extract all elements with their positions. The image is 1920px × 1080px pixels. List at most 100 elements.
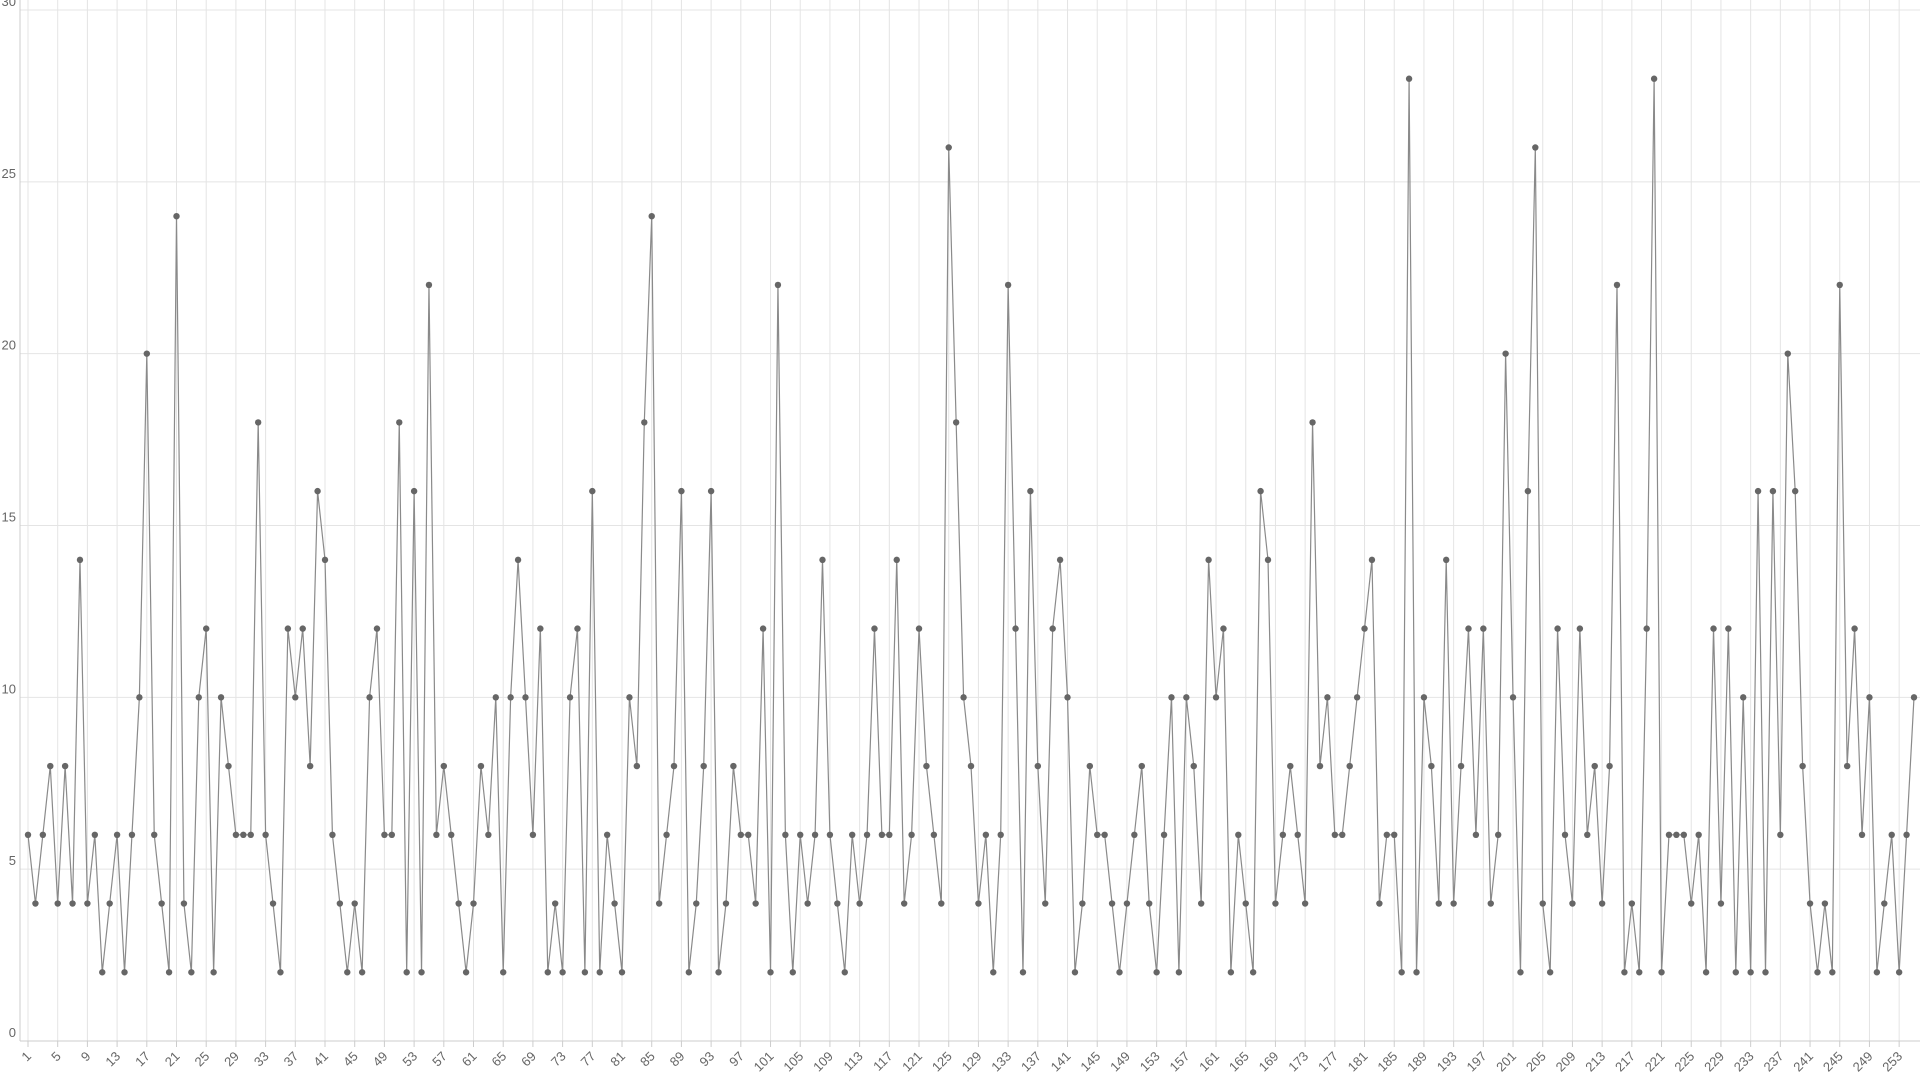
point (299, 625, 306, 632)
x-tick-label: 53 (399, 1049, 420, 1070)
point (514, 556, 522, 564)
point (1881, 900, 1888, 907)
point (819, 556, 826, 564)
point (1910, 694, 1918, 701)
y-tick-label: 5 (9, 853, 16, 868)
x-tick-label: 221 (1642, 1049, 1668, 1075)
x-tick-label: 241 (1790, 1049, 1816, 1075)
point (774, 281, 782, 289)
x-tick-label: 149 (1107, 1049, 1133, 1075)
point (990, 969, 997, 976)
point (1086, 762, 1094, 770)
point (759, 625, 767, 632)
point (113, 831, 121, 838)
point (1702, 969, 1710, 976)
point (232, 831, 240, 838)
point (782, 831, 789, 838)
x-tick-label: 201 (1493, 1049, 1519, 1075)
point (344, 969, 351, 976)
point (700, 762, 707, 770)
point (306, 762, 314, 770)
point (1316, 762, 1324, 770)
point (1465, 625, 1472, 632)
point (997, 831, 1004, 838)
point (470, 900, 477, 907)
x-tick-label: 225 (1671, 1049, 1697, 1075)
point (1368, 556, 1376, 564)
x-tick-label: 169 (1256, 1049, 1282, 1075)
point (433, 831, 440, 838)
point (1175, 969, 1183, 976)
point (1353, 694, 1361, 701)
x-tick-label: 89 (667, 1049, 688, 1070)
point (730, 762, 737, 770)
x-tick-label: 245 (1820, 1049, 1846, 1075)
point (871, 625, 878, 632)
point (1227, 969, 1235, 976)
point (537, 625, 544, 632)
point (863, 831, 871, 838)
point (663, 831, 670, 838)
x-tick-label: 161 (1196, 1049, 1222, 1075)
point (358, 969, 366, 976)
point (737, 831, 745, 838)
point (284, 625, 292, 632)
point (908, 831, 915, 838)
point (1160, 831, 1168, 838)
x-tick-label: 229 (1701, 1049, 1727, 1075)
point (128, 831, 136, 838)
x-tick-label: 193 (1434, 1049, 1460, 1075)
point (945, 144, 952, 151)
x-tick-label: 93 (696, 1049, 717, 1070)
y-tick-label: 30 (2, 0, 16, 9)
point (1324, 694, 1331, 701)
point (1851, 625, 1858, 632)
point (1443, 556, 1450, 564)
point (1183, 694, 1190, 701)
point (1836, 281, 1843, 289)
point (1420, 694, 1428, 701)
point (351, 900, 358, 907)
point (1843, 762, 1851, 770)
point (121, 969, 128, 976)
point (589, 487, 596, 495)
point (1079, 900, 1086, 907)
x-tick-label: 13 (102, 1049, 123, 1070)
x-tick-label: 237 (1761, 1049, 1787, 1075)
point (1613, 281, 1621, 289)
point (1242, 900, 1249, 907)
y-tick-label: 10 (2, 681, 16, 696)
x-tick-label: 33 (251, 1049, 272, 1070)
point (752, 900, 759, 907)
point (425, 281, 433, 289)
point (596, 969, 603, 976)
point (84, 900, 91, 907)
point (1383, 831, 1391, 838)
point (804, 900, 811, 907)
point (611, 900, 618, 907)
point (314, 487, 321, 495)
point (1524, 487, 1532, 495)
point (1621, 969, 1628, 976)
point (1903, 831, 1910, 838)
point (1888, 831, 1895, 838)
point (544, 969, 551, 976)
x-tick-label: 73 (548, 1049, 569, 1070)
point (1747, 969, 1754, 976)
point (1636, 969, 1643, 976)
point (648, 213, 655, 220)
x-tick-label: 85 (637, 1049, 658, 1070)
x-tick-label: 5 (48, 1049, 64, 1065)
point (1829, 969, 1836, 976)
point (1220, 625, 1227, 632)
point (91, 831, 99, 838)
point (54, 900, 61, 907)
point (529, 831, 537, 838)
x-tick-label: 9 (78, 1049, 94, 1065)
point (1584, 831, 1591, 838)
point (61, 762, 69, 770)
point (388, 831, 396, 838)
point (1680, 831, 1688, 838)
point (381, 831, 388, 838)
